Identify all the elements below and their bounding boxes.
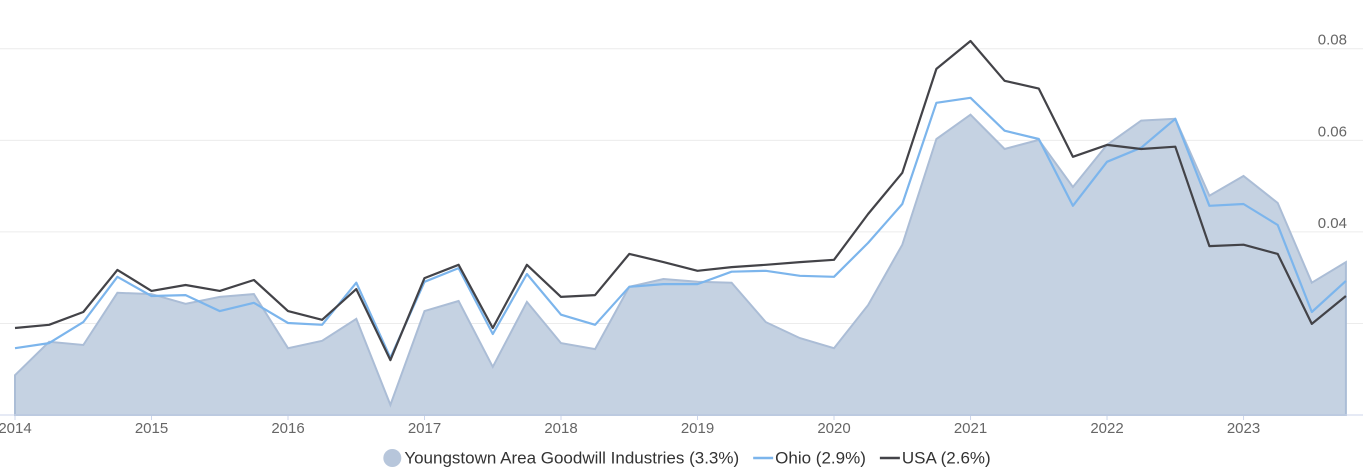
x-tick-label: 2014 <box>0 420 32 437</box>
legend-item: Ohio (2.9%) <box>753 448 866 467</box>
legend-item: USA (2.6%) <box>879 448 991 467</box>
x-tick-label: 2020 <box>817 420 850 437</box>
x-tick-label: 2021 <box>954 420 987 437</box>
line <box>14 96 1347 359</box>
legend-item: Youngstown Area Goodwill Industries (3.3… <box>383 448 739 467</box>
y-tick-label: 0.04 <box>1318 215 1347 232</box>
x-tick-label: 2022 <box>1090 420 1123 437</box>
area <box>14 113 1347 416</box>
legend-label: USA (2.6%) <box>902 448 991 467</box>
x-tick-label: 2023 <box>1227 420 1260 437</box>
x-tick-label: 2015 <box>135 420 168 437</box>
x-tick-label: 2018 <box>544 420 577 437</box>
x-tick-label: 2017 <box>408 420 441 437</box>
legend-label: Ohio (2.9%) <box>775 448 866 467</box>
y-tick-label: 0.06 <box>1318 123 1347 140</box>
legend: Youngstown Area Goodwill Industries (3.3… <box>383 448 991 467</box>
x-tick-label: 2019 <box>681 420 714 437</box>
legend-symbol <box>383 449 402 467</box>
x-tick-label: 2016 <box>271 420 304 437</box>
legend-label: Youngstown Area Goodwill Industries (3.3… <box>404 448 739 467</box>
line <box>14 39 1347 362</box>
y-tick-label: 0.08 <box>1318 32 1347 49</box>
